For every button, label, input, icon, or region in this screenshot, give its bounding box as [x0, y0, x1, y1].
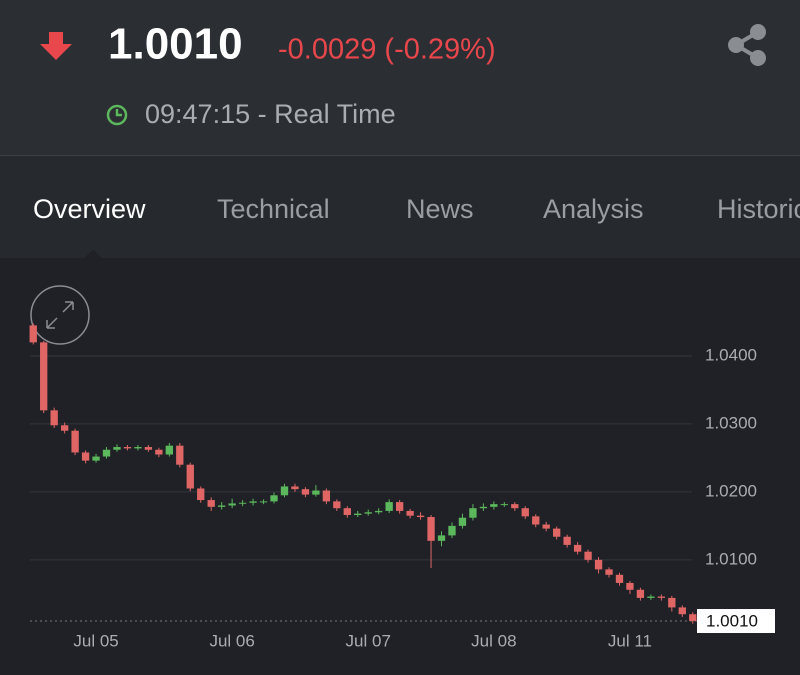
candle-body	[395, 502, 404, 511]
candle-body	[636, 589, 645, 598]
tab-indicator	[84, 250, 102, 258]
candle-body	[312, 490, 320, 495]
candle-body	[647, 596, 655, 598]
candle-body	[50, 410, 58, 426]
candle-body	[165, 445, 173, 455]
candle-body	[375, 510, 383, 513]
candle-body	[228, 503, 236, 506]
y-tick-label: 1.0100	[705, 549, 757, 568]
candle-body	[427, 517, 435, 541]
candle-body	[102, 449, 111, 457]
candle-body	[29, 325, 37, 343]
x-tick-label: Jul 08	[471, 631, 516, 650]
tab[interactable]: Overview	[33, 194, 146, 224]
candle-body	[448, 525, 456, 536]
last-price-label: 1.0010	[706, 612, 758, 631]
tab[interactable]: Technical	[217, 194, 330, 224]
clock-icon	[106, 104, 128, 126]
candle-body	[500, 504, 508, 506]
candle-body	[521, 508, 529, 517]
candle-body	[678, 607, 686, 615]
candle-body	[553, 528, 561, 537]
candle-body	[197, 488, 205, 501]
candle-body	[605, 569, 613, 575]
candle-body	[563, 536, 571, 545]
tabs-bg	[0, 156, 800, 258]
candle-body	[60, 425, 69, 431]
candle-body	[657, 596, 666, 598]
tab[interactable]: Historical	[717, 194, 800, 224]
tab[interactable]: Analysis	[543, 194, 644, 224]
candle-body	[532, 516, 540, 525]
candle-body	[123, 447, 132, 449]
y-tick-label: 1.0400	[705, 345, 757, 364]
x-tick-label: Jul 07	[346, 631, 391, 650]
candle-body	[406, 510, 414, 516]
candle-body	[322, 490, 331, 502]
candle-body	[689, 614, 697, 622]
candle-body	[490, 504, 498, 507]
y-tick-label: 1.0300	[705, 413, 757, 432]
candle-body	[144, 447, 153, 450]
candle-body	[186, 464, 194, 489]
candle-body	[333, 501, 341, 509]
candle-body	[92, 456, 100, 461]
candle-body	[343, 508, 351, 515]
down-arrow-icon	[40, 32, 72, 60]
candle-body	[249, 501, 257, 503]
candle-body	[40, 342, 48, 411]
candle-body	[81, 452, 90, 461]
candle-body	[615, 574, 624, 583]
candle-body	[479, 506, 488, 509]
share-icon[interactable]	[728, 24, 766, 66]
header-bg	[0, 0, 800, 155]
candle-body	[584, 551, 592, 560]
candle-body	[134, 447, 142, 449]
chart: 1.0100 1.0200 1.0300 1.0400 1.0010 Jul 05 Jul …	[29, 323, 775, 650]
candle-body	[437, 535, 446, 541]
candle-body	[218, 505, 226, 507]
candle-body	[626, 582, 634, 590]
candle-body	[301, 489, 310, 495]
tab[interactable]: News	[406, 194, 474, 224]
candle-body	[238, 502, 247, 504]
timestamp: 09:47:15 - Real Time	[145, 99, 396, 129]
candle-body	[176, 445, 184, 465]
x-tick-label: Jul 05	[73, 631, 118, 650]
expand-button[interactable]	[30, 285, 90, 345]
candle-body	[270, 495, 278, 502]
price-change: -0.0029 (-0.29%)	[278, 34, 496, 66]
candle-body	[416, 515, 425, 518]
candle-body	[354, 513, 362, 515]
candle-body	[458, 517, 467, 526]
candle-body	[364, 512, 372, 514]
y-tick-label: 1.0200	[705, 481, 757, 500]
candle-body	[259, 501, 268, 503]
candle-body	[594, 559, 603, 570]
x-tick-label: Jul 06	[209, 631, 254, 650]
candle-body	[155, 449, 163, 455]
price: 1.0010	[108, 20, 243, 69]
candle-body	[207, 500, 215, 507]
candle-body	[291, 486, 299, 490]
last-price-box	[697, 609, 775, 634]
x-tick-label: Jul 11	[608, 631, 652, 650]
candle-body	[71, 430, 79, 453]
candle-body	[573, 544, 582, 552]
candle-body	[511, 504, 519, 509]
candle-body	[668, 597, 676, 608]
candle-body	[385, 502, 393, 511]
candle-body	[542, 524, 550, 529]
candle-body	[113, 447, 121, 450]
candle-body	[469, 508, 477, 518]
candle-body	[280, 486, 289, 496]
